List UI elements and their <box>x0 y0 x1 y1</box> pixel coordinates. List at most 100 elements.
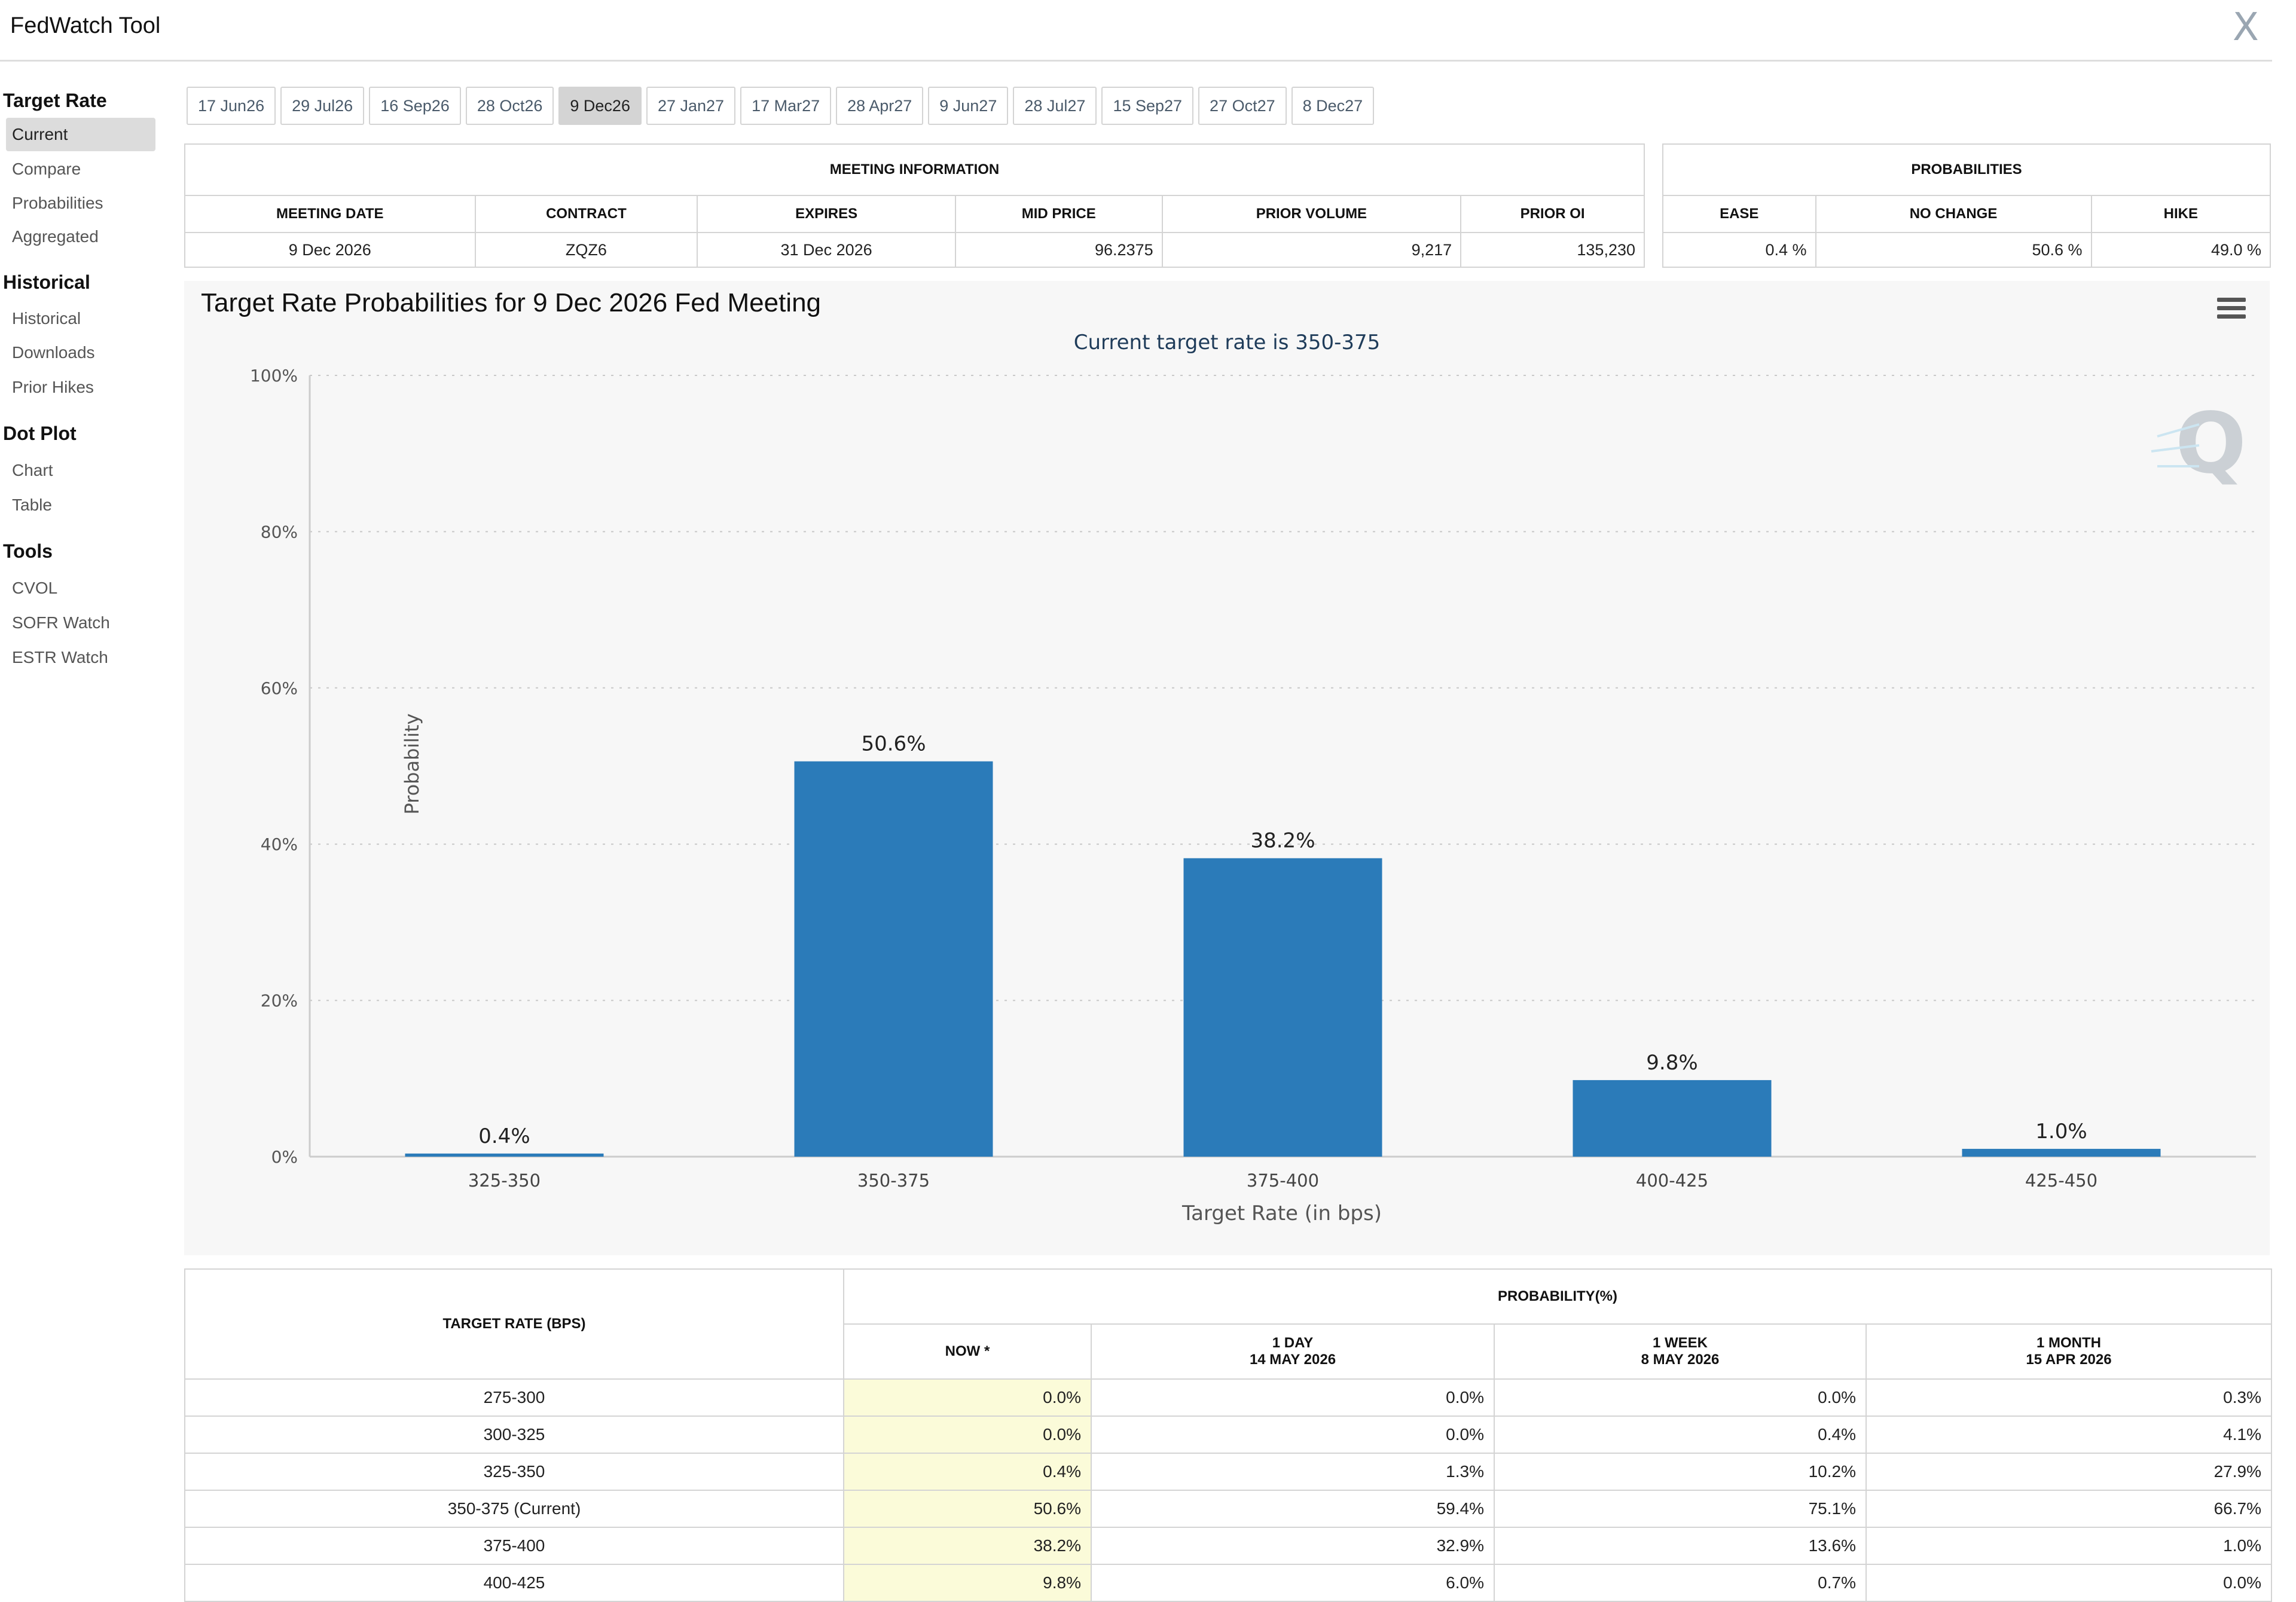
q-logo-letter: Q <box>2175 395 2246 493</box>
table-row: 350-375 (Current) 50.6% 59.4% 75.1% 66.7… <box>184 1490 2272 1528</box>
tab-16-sep26[interactable]: 16 Sep26 <box>369 87 461 125</box>
y-axis-title: Probability <box>401 713 423 814</box>
one-month-cell: 66.7% <box>1866 1490 2272 1528</box>
table-row: 300-325 0.0% 0.0% 0.4% 4.1% <box>184 1415 2272 1454</box>
y-tick-label: 20% <box>261 991 298 1011</box>
col-header-hike: HIKE <box>2090 195 2271 233</box>
table-row: 375-400 38.2% 32.9% 13.6% 1.0% <box>184 1527 2272 1565</box>
now-cell: 50.6% <box>843 1490 1092 1528</box>
col-header-meeting-date: MEETING DATE <box>184 195 476 233</box>
one-day-cell: 59.4% <box>1091 1490 1495 1528</box>
rate-cell: 300-325 <box>184 1415 844 1454</box>
no-change-value: 50.6 % <box>1815 232 2092 268</box>
tab-17-jun26[interactable]: 17 Jun26 <box>187 87 276 125</box>
tab-15-sep27[interactable]: 15 Sep27 <box>1101 87 1194 125</box>
now-cell: 0.0% <box>843 1415 1092 1454</box>
chart-title: Target Rate Probabilities for 9 Dec 2026… <box>201 288 822 317</box>
sidebar-item-aggregated[interactable]: Aggregated <box>12 227 99 246</box>
app-title: FedWatch Tool <box>10 13 161 38</box>
tab-28-jul27[interactable]: 28 Jul27 <box>1013 87 1097 125</box>
now-cell: 0.0% <box>843 1378 1092 1417</box>
sidebar-group-target-rate: Target Rate <box>3 90 107 111</box>
data-label: 0.4% <box>478 1124 530 1148</box>
ease-value: 0.4 % <box>1662 232 1816 268</box>
y-tick-label: 80% <box>261 522 298 542</box>
sidebar-item-historical[interactable]: Historical <box>12 309 81 328</box>
one-week-cell: 0.7% <box>1494 1564 1867 1602</box>
sidebar-item-chart[interactable]: Chart <box>12 461 53 479</box>
table-row: 275-300 0.0% 0.0% 0.0% 0.3% <box>184 1378 2272 1417</box>
tab-9-dec26[interactable]: 9 Dec26 <box>558 87 642 125</box>
one-day-cell: 0.0% <box>1091 1415 1495 1454</box>
meeting-date-value: 9 Dec 2026 <box>184 232 476 268</box>
sidebar-item-probabilities[interactable]: Probabilities <box>12 194 103 212</box>
close-icon[interactable]: X <box>2233 5 2259 50</box>
one-week-cell: 0.4% <box>1494 1415 1867 1454</box>
col-header-mid-price: MID PRICE <box>954 195 1163 233</box>
one-week-cell: 13.6% <box>1494 1527 1867 1565</box>
col-header-probability: PROBABILITY(%) <box>843 1268 2272 1325</box>
one-day-cell: 1.3% <box>1091 1453 1495 1491</box>
tab-17-mar27[interactable]: 17 Mar27 <box>740 87 832 125</box>
x-tick-label: 375-400 <box>1247 1170 1319 1191</box>
hamburger-menu-icon[interactable] <box>2217 298 2246 322</box>
data-label: 1.0% <box>2035 1120 2087 1144</box>
now-cell: 9.8% <box>843 1564 1092 1602</box>
one-month-cell: 27.9% <box>1866 1453 2272 1491</box>
bar-425-450[interactable] <box>1962 1148 2161 1157</box>
sidebar-item-estr-watch[interactable]: ESTR Watch <box>12 648 108 667</box>
sidebar-item-cvol[interactable]: CVOL <box>12 579 58 597</box>
bar-350-375[interactable] <box>794 761 993 1157</box>
hike-value: 49.0 % <box>2090 232 2271 268</box>
table-row: 400-425 9.8% 6.0% 0.7% 0.0% <box>184 1564 2272 1602</box>
x-tick-label: 325-350 <box>468 1170 541 1191</box>
chart-subtitle: Current target rate is 350-375 <box>1074 331 1381 354</box>
col-header-ease: EASE <box>1662 195 1816 233</box>
one-month-cell: 1.0% <box>1866 1527 2272 1565</box>
sidebar-item-sofr-watch[interactable]: SOFR Watch <box>12 613 110 632</box>
sidebar-group-historical: Historical <box>3 271 90 293</box>
tab-28-oct26[interactable]: 28 Oct26 <box>465 87 554 125</box>
prior-oi-value: 135,230 <box>1460 232 1645 268</box>
data-label: 38.2% <box>1250 829 1315 853</box>
table-row: 325-350 0.4% 1.3% 10.2% 27.9% <box>184 1453 2272 1491</box>
tab-29-jul26[interactable]: 29 Jul26 <box>280 87 365 125</box>
one-week-cell: 75.1% <box>1494 1490 1867 1528</box>
sidebar-item-table[interactable]: Table <box>12 496 52 514</box>
y-tick-label: 100% <box>250 366 298 386</box>
bar-375-400[interactable] <box>1183 858 1382 1157</box>
meeting-information-table: MEETING INFORMATION MEETING DATE CONTRAC… <box>184 143 1645 268</box>
one-week-cell: 10.2% <box>1494 1453 1867 1491</box>
bar-325-350[interactable] <box>405 1153 604 1157</box>
sidebar-item-prior-hikes[interactable]: Prior Hikes <box>12 378 94 396</box>
one-week-cell: 0.0% <box>1494 1378 1867 1417</box>
probabilities-heading: PROBABILITIES <box>1662 143 2271 196</box>
rate-cell: 350-375 (Current) <box>184 1490 844 1528</box>
rate-cell: 400-425 <box>184 1564 844 1602</box>
bar-400-425[interactable] <box>1573 1080 1772 1157</box>
tab-27-jan27[interactable]: 27 Jan27 <box>646 87 736 125</box>
tab-8-dec27[interactable]: 8 Dec27 <box>1291 87 1375 125</box>
one-day-cell: 0.0% <box>1091 1378 1495 1417</box>
sidebar-item-compare[interactable]: Compare <box>12 160 81 178</box>
col-header-prior-volume: PRIOR VOLUME <box>1161 195 1462 233</box>
sidebar-group-dot-plot: Dot Plot <box>3 423 77 444</box>
col-header-expires: EXPIRES <box>697 195 956 233</box>
tab-28-apr27[interactable]: 28 Apr27 <box>836 87 924 125</box>
prior-volume-value: 9,217 <box>1161 232 1462 268</box>
x-tick-label: 425-450 <box>2025 1170 2097 1191</box>
col-header-1-month: 1 MONTH 15 APR 2026 <box>1866 1323 2272 1380</box>
y-tick-label: 60% <box>261 678 298 698</box>
sidebar-item-current[interactable]: Current <box>6 118 155 151</box>
probability-history-table: TARGET RATE (BPS) PROBABILITY(%) NOW * 1… <box>184 1268 2272 1602</box>
probability-bar-chart: Current target rate is 350-375 Probabili… <box>250 331 2256 1225</box>
tab-27-oct27[interactable]: 27 Oct27 <box>1198 87 1287 125</box>
now-cell: 0.4% <box>843 1453 1092 1491</box>
rate-cell: 275-300 <box>184 1378 844 1417</box>
now-cell: 38.2% <box>843 1527 1092 1565</box>
one-month-cell: 4.1% <box>1866 1415 2272 1454</box>
mid-price-value: 96.2375 <box>954 232 1163 268</box>
sidebar-item-downloads[interactable]: Downloads <box>12 343 95 362</box>
tab-9-jun27[interactable]: 9 Jun27 <box>928 87 1009 125</box>
sidebar-group-tools: Tools <box>3 540 53 562</box>
